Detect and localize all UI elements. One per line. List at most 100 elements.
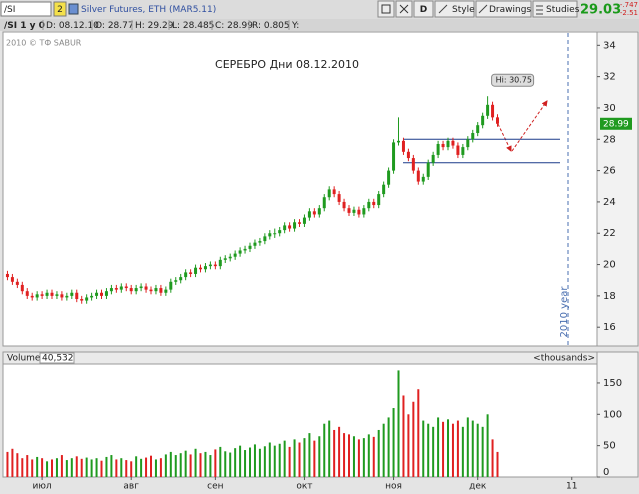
candle-body — [273, 233, 277, 235]
volume-bar — [244, 450, 247, 477]
tool-button[interactable] — [377, 0, 395, 18]
info-field: /SI 1 y 0 — [4, 21, 45, 31]
candle-body — [30, 295, 34, 298]
change: -.747 — [620, 1, 638, 9]
studies[interactable]: Studies — [546, 5, 580, 15]
candle-body — [184, 272, 188, 278]
description: Silver Futures, ETH (MAR5.11) — [81, 5, 216, 15]
x-tick-label: сен — [207, 482, 223, 492]
link-box[interactable] — [53, 1, 67, 17]
watermark: 2010 © ТФ SABUR — [6, 39, 82, 48]
volume-bar — [333, 429, 336, 477]
candle-body — [332, 189, 336, 195]
volume-bar — [150, 455, 153, 477]
y-tick-label: 26 — [603, 166, 616, 177]
period[interactable]: D — [420, 5, 427, 15]
hi-box — [491, 73, 535, 87]
style-button[interactable] — [434, 0, 475, 18]
info-field: H: 29.29 — [135, 21, 174, 31]
candle-body — [189, 272, 193, 274]
button-icons — [438, 4, 543, 15]
volume-bar — [283, 440, 286, 477]
candle-body — [397, 140, 401, 143]
volume-bar — [110, 455, 113, 477]
y-tick-label: 28 — [603, 134, 616, 145]
plot-group: 16 18 20 22 24 26 28 30 32 34 Hi: 30.75 28.99 0 50 100… — [5, 40, 632, 492]
volume-title: Volume — [7, 354, 41, 364]
volume-bar — [125, 460, 128, 477]
studies-button[interactable] — [532, 0, 578, 18]
candle-body — [312, 211, 316, 215]
candle-body — [461, 147, 465, 155]
volume-bar — [313, 440, 316, 477]
info-bar — [0, 19, 639, 31]
volume-bar — [174, 455, 177, 477]
volume-bar — [268, 442, 271, 477]
volume-bar — [209, 455, 212, 477]
link[interactable]: 2 — [57, 5, 63, 15]
candle-body — [243, 248, 247, 251]
candle-body — [144, 286, 148, 290]
volume-bar — [184, 450, 187, 477]
candle-body — [392, 142, 396, 171]
info-field: O: 28.77 — [95, 21, 134, 31]
drawings-button[interactable] — [475, 0, 532, 18]
candle-body — [382, 184, 386, 195]
last-price-box — [600, 117, 632, 130]
volume-bar — [253, 444, 256, 477]
y-tick-label: 100 — [603, 409, 622, 420]
volume-bar — [51, 459, 54, 477]
candle-body — [218, 259, 222, 267]
candle-body — [104, 291, 108, 296]
style[interactable]: Style — [452, 5, 475, 15]
volume-bar — [65, 460, 68, 477]
symbol-input[interactable] — [0, 1, 52, 17]
candle-body — [481, 115, 485, 126]
last-price: 29.03 — [580, 3, 621, 18]
candle-body — [85, 297, 89, 301]
volume-bar — [372, 436, 375, 477]
volume-bar — [417, 389, 420, 477]
volume-bar — [95, 458, 98, 477]
volume-bar — [130, 461, 133, 477]
candle-body — [124, 286, 128, 289]
candle-body — [179, 277, 183, 281]
volume-bar — [90, 459, 93, 477]
y-tick-label: 22 — [603, 228, 616, 239]
symbol[interactable]: /SI — [4, 5, 15, 15]
y-tick-label: 16 — [603, 322, 616, 333]
volume-bar — [16, 453, 19, 477]
volume-value-box — [39, 352, 75, 364]
volume-bar — [303, 438, 306, 477]
hi-label: Hi: 30.75 — [496, 76, 532, 85]
period-button[interactable] — [413, 0, 434, 18]
volume-bar — [224, 451, 227, 477]
candle-body — [149, 289, 153, 292]
candle-body — [362, 208, 366, 215]
candle-body — [199, 267, 203, 270]
candle-body — [446, 140, 450, 148]
x-tick-label: июл — [33, 482, 52, 492]
candle-body — [35, 294, 39, 298]
candle-body — [40, 294, 44, 296]
drawings[interactable]: Drawings — [489, 5, 531, 15]
volume-bar — [437, 417, 440, 477]
volume-bar — [392, 408, 395, 477]
candle-body — [50, 292, 54, 296]
volume-bar — [164, 454, 167, 477]
candle-body — [263, 236, 267, 242]
change-pct: -2.51 — [620, 9, 638, 17]
year-label: 2010 year — [559, 286, 570, 338]
volume-bar — [189, 454, 192, 477]
volume-bar — [432, 426, 435, 477]
candle-body — [451, 140, 455, 146]
candle-body — [268, 233, 272, 237]
volume-bar — [273, 445, 276, 477]
volume-bar — [466, 417, 469, 477]
volume-bar — [229, 452, 232, 477]
candle-body — [411, 158, 415, 171]
volume-bar — [298, 442, 301, 477]
volume-bar — [6, 451, 9, 477]
info-group: /SI 1 y 0 D: 08.12.10O: 28.77 H: 29.29L: 2… — [4, 20, 299, 31]
